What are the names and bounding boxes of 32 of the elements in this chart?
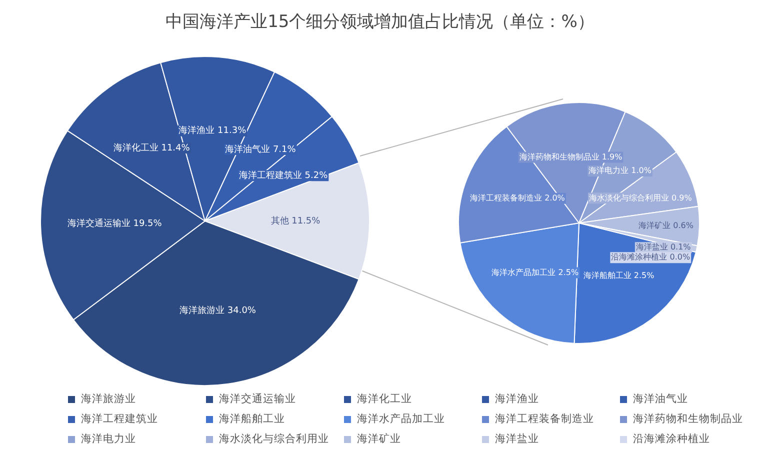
legend-label: 海洋化工业 <box>357 392 412 406</box>
legend-label: 海洋渔业 <box>495 392 539 406</box>
category-label: 海洋电力业 1.0% <box>588 166 652 176</box>
category-label: 海洋油气业 7.1% <box>225 144 296 155</box>
legend-label: 海洋交通运输业 <box>219 392 296 406</box>
legend-label: 海洋油气业 <box>633 392 688 406</box>
legend-label: 海洋矿业 <box>357 432 401 446</box>
slice-label: 其他 11.5% <box>270 215 321 226</box>
category-label: 海洋化工业 11.4% <box>113 143 190 154</box>
category-label: 海洋渔业 11.3% <box>178 126 246 136</box>
chart-title: 中国海洋产业15个细分领域增加值占比情况（单位：%） <box>164 11 596 33</box>
legend-label: 海洋工程装备制造业 <box>495 412 594 426</box>
category-label: 海洋旅游业 34.0% <box>180 306 256 316</box>
legend-label: 海洋船舶工业 <box>219 412 285 426</box>
legend-label: 海洋电力业 <box>81 432 136 446</box>
category-label: 沿海滩涂种植业 0.0% <box>611 252 690 262</box>
category-label: 海洋工程建筑业 5.2% <box>238 171 328 182</box>
legend-label: 海洋盐业 <box>495 432 539 446</box>
category-label: 海洋船舶工业 2.5% <box>583 271 654 280</box>
legend-label: 海洋旅游业 <box>81 392 136 406</box>
category-label: 海洋水产品加工业 2.5% <box>492 268 579 277</box>
category-label: 海洋盐业 0.1% <box>636 242 691 252</box>
category-label: 海洋药物和生物制品业 1.9% <box>519 152 622 162</box>
legend-label: 海水淡化与综合利用业 <box>219 432 329 446</box>
legend-label: 海洋水产品加工业 <box>357 412 445 426</box>
category-label: 海洋交通运输业 19.5% <box>67 219 162 230</box>
category-label: 海洋矿业 0.6% <box>638 221 694 230</box>
category-label: 沿海滩涂种植业 <box>633 433 710 445</box>
legend-label: 海洋工程建筑业 <box>81 412 158 426</box>
legend-label: 海洋药物和生物制品业 <box>633 412 743 426</box>
category-label: 海水淡化与综合利用业 0.9% <box>589 193 692 202</box>
category-label: 海洋工程装备制造业 2.0% <box>470 193 565 202</box>
